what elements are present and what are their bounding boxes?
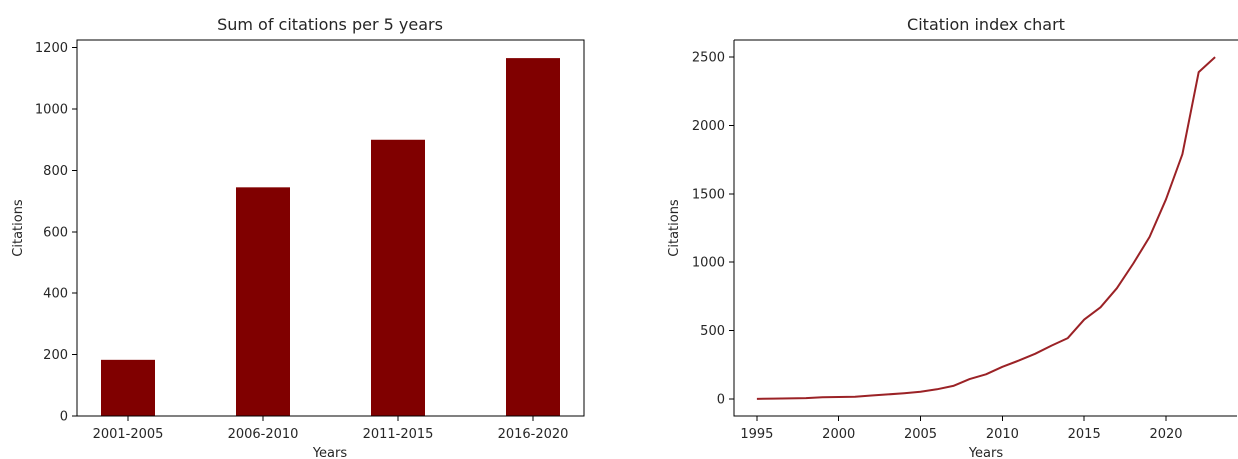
y-tick-label: 1000 xyxy=(692,256,725,271)
y-tick-label: 0 xyxy=(717,392,725,407)
y-tick-label: 1500 xyxy=(692,187,725,202)
x-tick-label: 2006-2010 xyxy=(228,427,299,442)
x-tick-label: 2000 xyxy=(822,427,855,442)
y-tick-label: 0 xyxy=(60,410,68,425)
citations-per-5-years-bar-chart: Sum of citations per 5 years Years Citat… xyxy=(11,15,585,459)
left-y-axis-label: Citations xyxy=(11,199,26,257)
bar-2016-2020 xyxy=(506,58,560,417)
x-tick-label: 2016-2020 xyxy=(498,427,569,442)
citation-index-line xyxy=(756,56,1216,400)
y-tick-label: 2000 xyxy=(692,119,725,134)
right-plot-frame xyxy=(733,40,1237,417)
y-tick-label: 800 xyxy=(43,164,68,179)
y-tick-label: 500 xyxy=(700,324,725,339)
right-chart-title: Citation index chart xyxy=(907,15,1065,34)
bar-2006-2010 xyxy=(236,187,290,416)
x-tick-label: 2011-2015 xyxy=(363,427,434,442)
y-tick-label: 2500 xyxy=(692,51,725,66)
citation-index-line-chart: Citation index chart Years Citations 199… xyxy=(667,15,1238,459)
y-tick-label: 1000 xyxy=(35,103,68,118)
x-tick-label: 2020 xyxy=(1149,427,1182,442)
right-plot-area: 1995 2000 2005 2010 2015 2020 0 500 1000 1500 2000… xyxy=(692,39,1238,442)
y-tick-label: 400 xyxy=(43,287,68,302)
right-x-axis-label: Years xyxy=(968,446,1004,459)
bar-2001-2005 xyxy=(101,359,155,416)
x-tick-label: 2015 xyxy=(1068,427,1101,442)
left-chart-title: Sum of citations per 5 years xyxy=(217,15,443,34)
left-plot-area: 2001-2005 2006-2010 2011-2015 2016-2020 0 200… xyxy=(35,39,585,442)
y-tick-label: 200 xyxy=(43,348,68,363)
x-tick-label: 2005 xyxy=(904,427,937,442)
x-tick-label: 1995 xyxy=(740,427,773,442)
bar-2011-2015 xyxy=(371,139,425,416)
right-y-axis-label: Citations xyxy=(667,199,682,257)
y-tick-label: 1200 xyxy=(35,41,68,56)
left-plot-frame xyxy=(76,39,585,417)
x-tick-label: 2010 xyxy=(986,427,1019,442)
x-tick-label: 2001-2005 xyxy=(93,427,164,442)
y-tick-label: 600 xyxy=(43,225,68,240)
left-x-axis-label: Years xyxy=(312,446,348,459)
